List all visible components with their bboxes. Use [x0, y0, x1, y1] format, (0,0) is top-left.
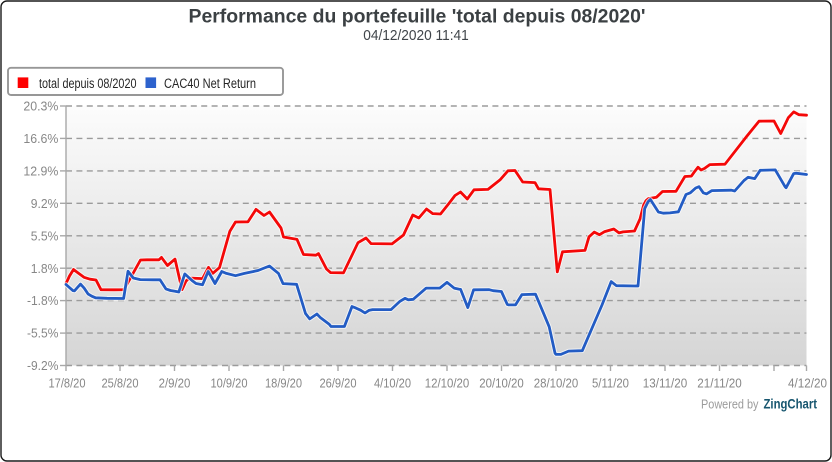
- svg-text:-5.5%: -5.5%: [27, 326, 59, 341]
- svg-text:4/10/20: 4/10/20: [374, 375, 411, 390]
- svg-text:-1.8%: -1.8%: [27, 293, 59, 308]
- svg-text:1.8%: 1.8%: [31, 261, 59, 276]
- svg-text:17/8/20: 17/8/20: [49, 375, 86, 390]
- svg-text:26/9/20: 26/9/20: [320, 375, 357, 390]
- svg-text:5.5%: 5.5%: [31, 228, 59, 243]
- svg-text:04/12/2020 11:41: 04/12/2020 11:41: [363, 28, 469, 44]
- svg-text:13/11/20: 13/11/20: [643, 375, 688, 390]
- svg-text:21/11/20: 21/11/20: [697, 375, 742, 390]
- svg-text:18/9/20: 18/9/20: [265, 375, 302, 390]
- svg-text:12.9%: 12.9%: [23, 164, 58, 179]
- svg-text:2/9/20: 2/9/20: [159, 375, 191, 390]
- svg-text:20.3%: 20.3%: [23, 99, 58, 114]
- svg-text:20/10/20: 20/10/20: [479, 375, 524, 390]
- svg-text:CAC40 Net Return: CAC40 Net Return: [164, 76, 256, 91]
- svg-text:-9.2%: -9.2%: [27, 358, 59, 373]
- svg-text:16.6%: 16.6%: [23, 131, 58, 146]
- svg-text:Powered by: Powered by: [701, 397, 759, 412]
- svg-text:12/10/20: 12/10/20: [425, 375, 470, 390]
- svg-text:4/12/20: 4/12/20: [788, 375, 827, 390]
- svg-text:ZingChart: ZingChart: [764, 397, 818, 412]
- svg-text:Performance du portefeuille 't: Performance du portefeuille 'total depui…: [189, 6, 646, 28]
- svg-text:10/9/20: 10/9/20: [211, 375, 248, 390]
- svg-text:5/11/20: 5/11/20: [592, 375, 629, 390]
- svg-text:28/10/20: 28/10/20: [534, 375, 579, 390]
- svg-text:9.2%: 9.2%: [31, 196, 59, 211]
- svg-text:25/8/20: 25/8/20: [102, 375, 139, 390]
- svg-text:total depuis 08/2020: total depuis 08/2020: [39, 76, 137, 91]
